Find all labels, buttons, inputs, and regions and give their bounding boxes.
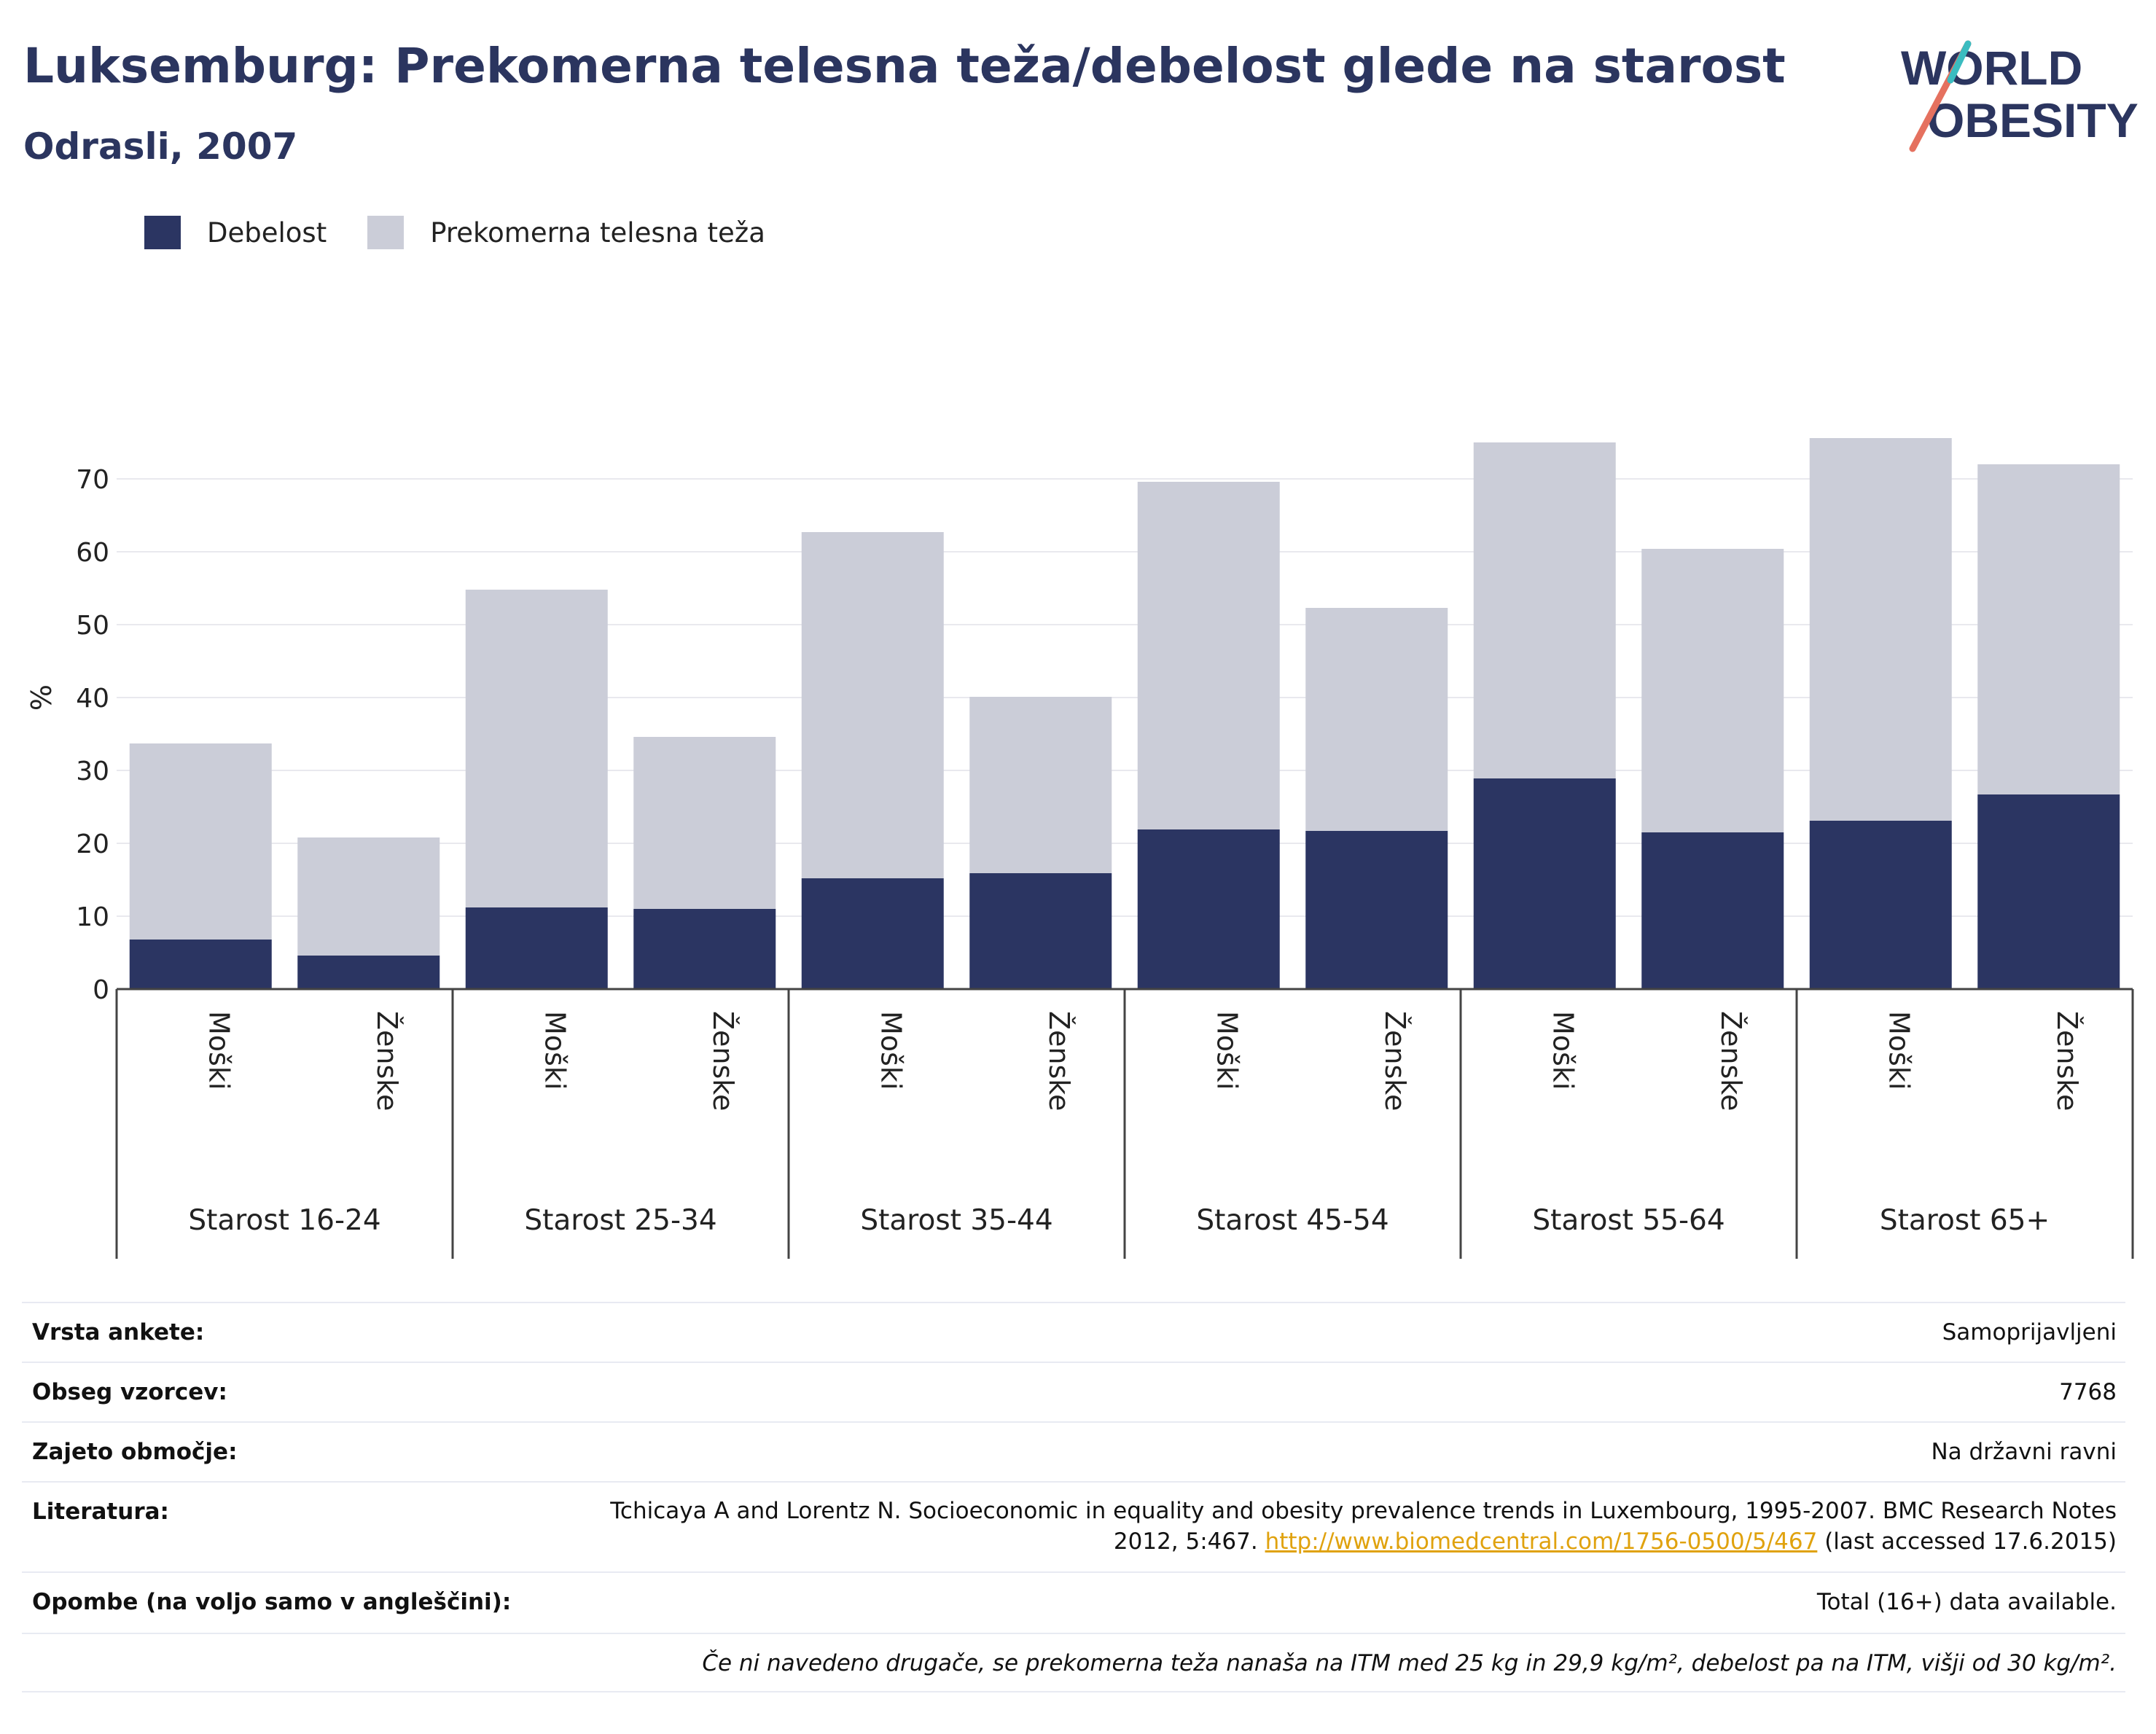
x-category-label: Ženske	[2051, 1011, 2083, 1111]
info-row-footnote: Če ni navedeno drugače, se prekomerna te…	[22, 1633, 2125, 1692]
bar-overweight	[1977, 464, 2120, 794]
survey-type-label: Vrsta ankete:	[32, 1319, 205, 1346]
x-group-label: Starost 16-24	[188, 1204, 380, 1237]
bar-overweight	[801, 532, 944, 878]
x-category-label: Ženske	[1043, 1011, 1075, 1111]
bar-obesity	[1137, 829, 1280, 989]
bar-obesity	[801, 878, 944, 989]
x-category-label: Moški	[203, 1011, 235, 1090]
x-group-label: Starost 45-54	[1196, 1204, 1388, 1237]
bar-overweight	[129, 743, 272, 940]
info-row-sample-size: Obseg vzorcev: 7768	[22, 1362, 2125, 1421]
y-tick-label: 40	[76, 684, 109, 714]
bar-obesity	[129, 940, 272, 989]
bar-obesity	[1473, 778, 1616, 989]
bar-overweight	[969, 697, 1112, 873]
x-group-label: Starost 35-44	[860, 1204, 1052, 1237]
literature-value: Tchicaya A and Lorentz N. Socioeconomic …	[571, 1496, 2117, 1571]
info-row-survey-type: Vrsta ankete: Samoprijavljeni	[22, 1302, 2125, 1362]
world-obesity-logo: WORLD OBESITY	[1901, 40, 2139, 152]
survey-type-value: Samoprijavljeni	[1942, 1319, 2117, 1346]
bar-obesity	[297, 956, 440, 989]
bar-obesity	[1641, 832, 1784, 989]
sample-size-label: Obseg vzorcev:	[32, 1379, 227, 1405]
bar-overweight	[633, 737, 776, 909]
bar-obesity	[1977, 794, 2120, 989]
bar-obesity	[1809, 821, 1952, 989]
bar-overweight	[465, 590, 608, 907]
coverage-value: Na državni ravni	[1931, 1439, 2117, 1465]
bmi-footnote: Če ni navedeno drugače, se prekomerna te…	[702, 1650, 2117, 1676]
x-category-label: Moški	[1211, 1011, 1243, 1090]
bar-obesity	[633, 909, 776, 989]
svg-text:WORLD: WORLD	[1901, 41, 2082, 95]
info-row-notes: Opombe (na voljo samo v angleščini): Tot…	[22, 1571, 2125, 1633]
bar-overweight	[1137, 482, 1280, 829]
chart-legend: Debelost Prekomerna telesna teža	[144, 216, 806, 249]
survey-info-table: Vrsta ankete: Samoprijavljeni Obseg vzor…	[22, 1302, 2125, 1692]
sample-size-value: 7768	[2059, 1379, 2117, 1405]
x-group-label: Starost 25-34	[524, 1204, 716, 1237]
y-tick-label: 0	[93, 975, 109, 1005]
svg-text:OBESITY: OBESITY	[1927, 93, 2139, 147]
bar-obesity	[969, 873, 1112, 989]
coverage-label: Zajeto območje:	[32, 1439, 238, 1465]
info-row-literature: Literatura: Tchicaya A and Lorentz N. So…	[22, 1481, 2125, 1571]
x-category-label: Moški	[1547, 1011, 1579, 1090]
y-tick-label: 30	[76, 757, 109, 786]
stacked-bar-chart: 0 10 20 30 40 50 60 70% Moški Ženske Moški Ženske Mo…	[26, 438, 2134, 1259]
bar-overweight	[1641, 549, 1784, 832]
literature-suffix: (last accessed 17.6.2015)	[1817, 1528, 2117, 1555]
x-category-label: Moški	[539, 1011, 571, 1090]
y-tick-label: 20	[76, 829, 109, 859]
literature-text: Tchicaya A and Lorentz N. Socioeconomic …	[610, 1498, 2117, 1555]
chart-title: Luksemburg: Prekomerna telesna teža/debe…	[23, 38, 1786, 94]
x-category-label: Ženske	[707, 1011, 739, 1111]
legend-label-obesity: Debelost	[207, 216, 327, 249]
literature-link[interactable]: http://www.biomedcentral.com/1756-0500/5…	[1265, 1528, 1818, 1555]
y-tick-label: 60	[76, 538, 109, 568]
legend-swatch-obesity	[144, 216, 181, 249]
bar-obesity	[465, 907, 608, 989]
x-category-label: Moški	[1883, 1011, 1915, 1090]
y-tick-label: 10	[76, 902, 109, 932]
y-tick-label: 70	[76, 465, 109, 495]
bar-obesity	[1305, 831, 1448, 989]
y-tick-label: 50	[76, 611, 109, 641]
x-category-label: Ženske	[371, 1011, 403, 1111]
bar-overweight	[1809, 438, 1952, 821]
notes-label: Opombe (na voljo samo v angleščini):	[32, 1589, 512, 1615]
chart-subtitle: Odrasli, 2007	[23, 125, 298, 168]
legend-swatch-overweight	[367, 216, 405, 249]
notes-value: Total (16+) data available.	[1816, 1589, 2117, 1615]
bar-overweight	[1473, 442, 1616, 778]
bar-overweight	[297, 837, 440, 956]
y-axis-label: %	[26, 684, 58, 711]
legend-label-overweight: Prekomerna telesna teža	[430, 216, 765, 249]
info-row-coverage: Zajeto območje: Na državni ravni	[22, 1421, 2125, 1481]
x-category-label: Moški	[875, 1011, 907, 1090]
x-category-label: Ženske	[1715, 1011, 1747, 1111]
x-group-label: Starost 55-64	[1532, 1204, 1725, 1237]
bar-overweight	[1305, 608, 1448, 831]
literature-label: Literatura:	[32, 1499, 169, 1525]
x-category-label: Ženske	[1379, 1011, 1411, 1111]
x-group-label: Starost 65+	[1880, 1204, 2050, 1237]
